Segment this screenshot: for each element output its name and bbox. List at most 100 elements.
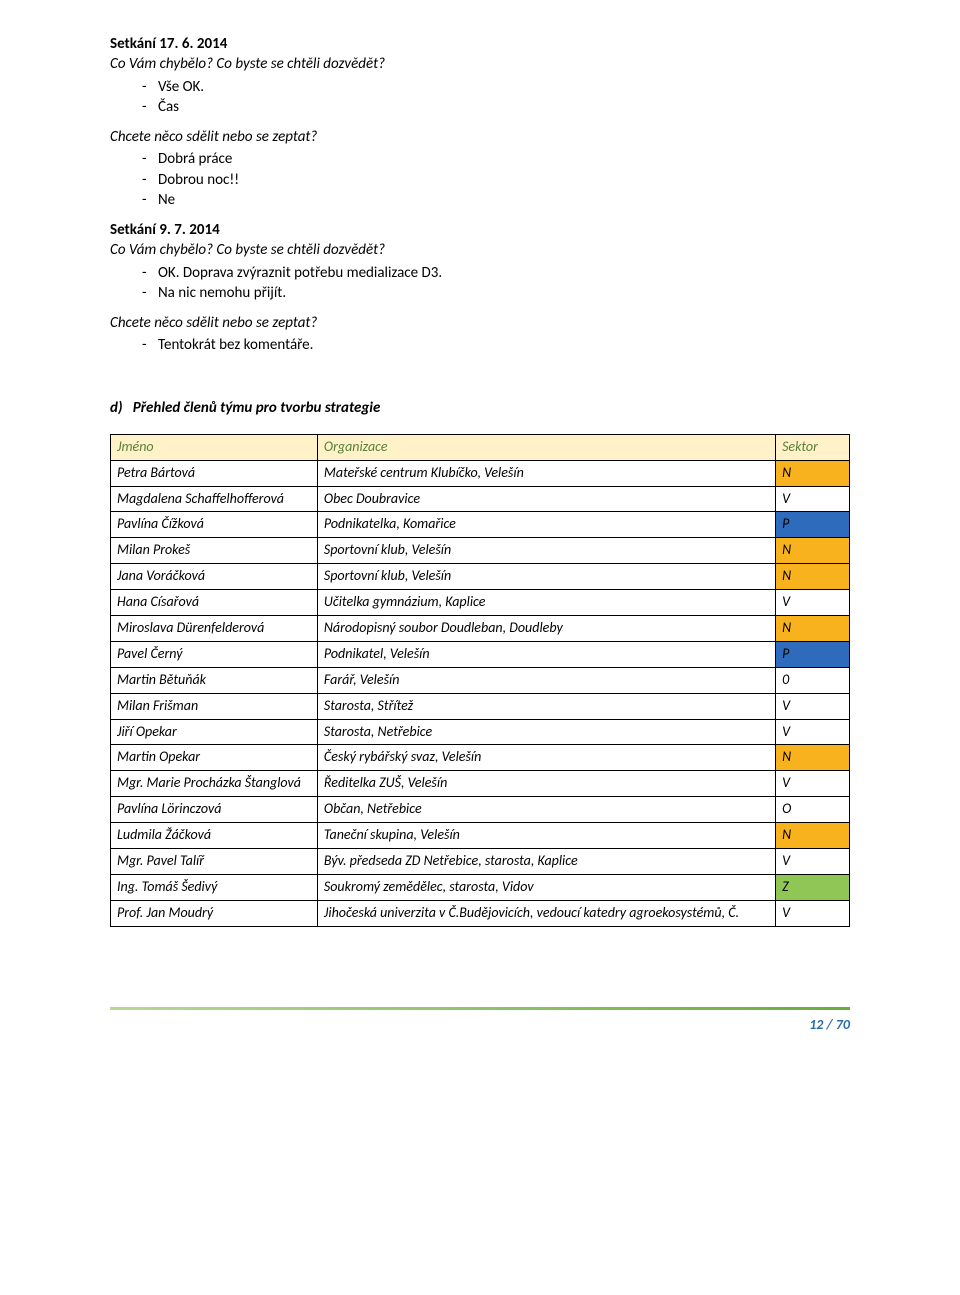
page-footer: 12 / 70 xyxy=(110,1007,850,1035)
cell-name: Martin Bětuňák xyxy=(111,667,318,693)
cell-sector: P xyxy=(776,512,850,538)
table-row: Prof. Jan MoudrýJihočeská univerzita v Č… xyxy=(111,900,850,926)
meeting-1-q2: Chcete něco sdělit nebo se zeptat? xyxy=(110,127,850,147)
cell-org: Občan, Netřebice xyxy=(317,797,775,823)
cell-name: Pavlína Lörinczová xyxy=(111,797,318,823)
cell-name: Ludmila Žáčková xyxy=(111,823,318,849)
cell-org: Podnikatel, Velešín xyxy=(317,641,775,667)
cell-name: Miroslava Dürenfelderová xyxy=(111,615,318,641)
table-row: Milan FrišmanStarosta, StřítežV xyxy=(111,693,850,719)
cell-sector: 0 xyxy=(776,667,850,693)
bullet-item: Vše OK. xyxy=(110,77,850,97)
cell-org: Podnikatelka, Komařice xyxy=(317,512,775,538)
table-row: Hana CísařováUčitelka gymnázium, Kaplice… xyxy=(111,590,850,616)
table-row: Martin BětuňákFarář, Velešín0 xyxy=(111,667,850,693)
subheading-d: d) Přehled členů týmu pro tvorbu strateg… xyxy=(110,398,850,418)
table-row: Pavlína ČížkováPodnikatelka, KomařiceP xyxy=(111,512,850,538)
cell-name: Hana Císařová xyxy=(111,590,318,616)
cell-name: Mgr. Pavel Talíř xyxy=(111,849,318,875)
cell-org: Býv. předseda ZD Netřebice, starosta, Ka… xyxy=(317,849,775,875)
table-row: Pavel ČernýPodnikatel, VelešínP xyxy=(111,641,850,667)
cell-name: Petra Bártová xyxy=(111,460,318,486)
table-row: Mgr. Pavel TalířBýv. předseda ZD Netřebi… xyxy=(111,849,850,875)
table-header-row: Jméno Organizace Sektor xyxy=(111,434,850,460)
bullet-item: OK. Doprava zvýraznit potřebu medializac… xyxy=(110,263,850,283)
cell-sector: N xyxy=(776,538,850,564)
cell-sector: V xyxy=(776,693,850,719)
table-row: Ludmila ŽáčkováTaneční skupina, VelešínN xyxy=(111,823,850,849)
bullet-item: Ne xyxy=(110,190,850,210)
cell-name: Milan Frišman xyxy=(111,693,318,719)
cell-sector: O xyxy=(776,797,850,823)
cell-org: Starosta, Netřebice xyxy=(317,719,775,745)
col-jmeno: Jméno xyxy=(111,434,318,460)
cell-name: Martin Opekar xyxy=(111,745,318,771)
cell-name: Ing. Tomáš Šedivý xyxy=(111,874,318,900)
table-row: Pavlína LörinczováObčan, NetřebiceO xyxy=(111,797,850,823)
cell-name: Mgr. Marie Procházka Štanglová xyxy=(111,771,318,797)
cell-org: Farář, Velešín xyxy=(317,667,775,693)
bullet-item: Dobrou noc!! xyxy=(110,170,850,190)
cell-sector: N xyxy=(776,460,850,486)
table-row: Petra BártováMateřské centrum Klubíčko, … xyxy=(111,460,850,486)
footer-rule xyxy=(110,1007,850,1010)
cell-sector: N xyxy=(776,823,850,849)
col-organizace: Organizace xyxy=(317,434,775,460)
cell-org: Učitelka gymnázium, Kaplice xyxy=(317,590,775,616)
cell-name: Jiří Opekar xyxy=(111,719,318,745)
cell-sector: V xyxy=(776,900,850,926)
table-body: Petra BártováMateřské centrum Klubíčko, … xyxy=(111,460,850,926)
col-sektor: Sektor xyxy=(776,434,850,460)
cell-name: Prof. Jan Moudrý xyxy=(111,900,318,926)
bullet-item: Čas xyxy=(110,97,850,117)
cell-name: Magdalena Schaffelhofferová xyxy=(111,486,318,512)
meeting-2-q2-list: Tentokrát bez komentáře. xyxy=(110,335,850,355)
cell-org: Český rybářský svaz, Velešín xyxy=(317,745,775,771)
table-row: Magdalena SchaffelhofferováObec Doubravi… xyxy=(111,486,850,512)
bullet-item: Tentokrát bez komentáře. xyxy=(110,335,850,355)
meeting-2-q2: Chcete něco sdělit nebo se zeptat? xyxy=(110,313,850,333)
table-row: Mgr. Marie Procházka ŠtanglováŘeditelka … xyxy=(111,771,850,797)
bullet-item: Dobrá práce xyxy=(110,149,850,169)
cell-org: Mateřské centrum Klubíčko, Velešín xyxy=(317,460,775,486)
page-number: 12 / 70 xyxy=(110,1016,850,1035)
table-row: Milan ProkešSportovní klub, VelešínN xyxy=(111,538,850,564)
cell-sector: N xyxy=(776,564,850,590)
cell-sector: N xyxy=(776,745,850,771)
cell-sector: V xyxy=(776,486,850,512)
meeting-2-title: Setkání 9. 7. 2014 xyxy=(110,220,850,240)
table-row: Miroslava DürenfelderováNárodopisný soub… xyxy=(111,615,850,641)
table-row: Ing. Tomáš ŠedivýSoukromý zemědělec, sta… xyxy=(111,874,850,900)
meeting-1-q2-list: Dobrá práceDobrou noc!!Ne xyxy=(110,149,850,210)
cell-name: Milan Prokeš xyxy=(111,538,318,564)
cell-sector: V xyxy=(776,590,850,616)
cell-org: Soukromý zemědělec, starosta, Vidov xyxy=(317,874,775,900)
cell-sector: Z xyxy=(776,874,850,900)
cell-org: Ředitelka ZUŠ, Velešín xyxy=(317,771,775,797)
table-row: Jiří OpekarStarosta, NetřebiceV xyxy=(111,719,850,745)
cell-org: Sportovní klub, Velešín xyxy=(317,538,775,564)
cell-name: Jana Voráčková xyxy=(111,564,318,590)
cell-name: Pavel Černý xyxy=(111,641,318,667)
cell-org: Národopisný soubor Doudleban, Doudleby xyxy=(317,615,775,641)
cell-sector: N xyxy=(776,615,850,641)
cell-org: Starosta, Střítež xyxy=(317,693,775,719)
members-table: Jméno Organizace Sektor Petra BártováMat… xyxy=(110,434,850,927)
table-row: Jana VoráčkováSportovní klub, VelešínN xyxy=(111,564,850,590)
meeting-1-q1: Co Vám chybělo? Co byste se chtěli dozvě… xyxy=(110,54,850,74)
subheading-text: Přehled členů týmu pro tvorbu strategie xyxy=(133,399,381,417)
cell-org: Taneční skupina, Velešín xyxy=(317,823,775,849)
table-row: Martin OpekarČeský rybářský svaz, Veleší… xyxy=(111,745,850,771)
cell-org: Obec Doubravice xyxy=(317,486,775,512)
meeting-2-q1: Co Vám chybělo? Co byste se chtěli dozvě… xyxy=(110,240,850,260)
bullet-item: Na nic nemohu přijít. xyxy=(110,283,850,303)
meeting-1-title: Setkání 17. 6. 2014 xyxy=(110,34,850,54)
cell-sector: V xyxy=(776,719,850,745)
cell-name: Pavlína Čížková xyxy=(111,512,318,538)
cell-sector: P xyxy=(776,641,850,667)
meeting-2-q1-list: OK. Doprava zvýraznit potřebu medializac… xyxy=(110,263,850,304)
cell-org: Sportovní klub, Velešín xyxy=(317,564,775,590)
meeting-1-q1-list: Vše OK.Čas xyxy=(110,77,850,118)
cell-sector: V xyxy=(776,771,850,797)
subheading-letter: d) xyxy=(110,399,123,417)
